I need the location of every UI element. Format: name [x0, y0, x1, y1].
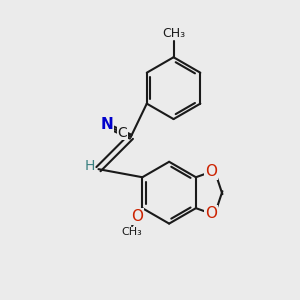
Text: O: O: [205, 164, 217, 179]
Text: CH₃: CH₃: [162, 27, 185, 40]
Text: H: H: [85, 159, 95, 173]
Text: O: O: [131, 209, 143, 224]
Text: CH₃: CH₃: [122, 226, 142, 237]
Text: N: N: [100, 117, 113, 132]
Text: O: O: [205, 206, 217, 221]
Text: C: C: [117, 126, 127, 140]
